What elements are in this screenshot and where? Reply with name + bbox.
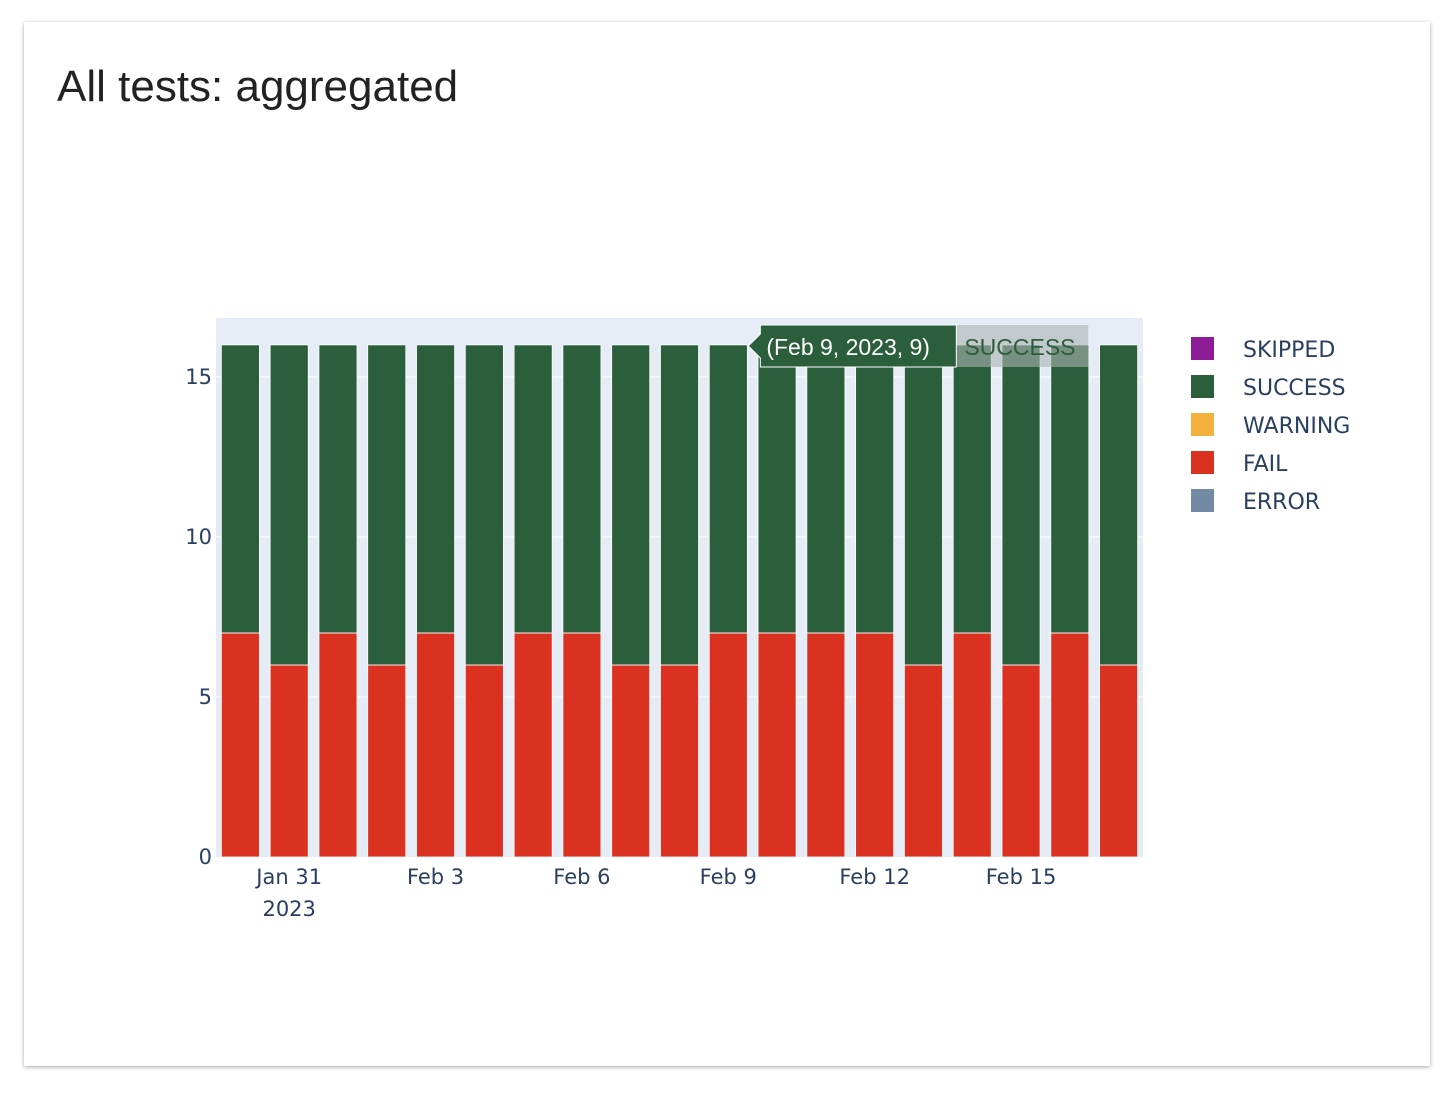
bar-success[interactable] <box>1001 344 1041 666</box>
bar-fail[interactable] <box>1099 664 1139 858</box>
hover-tooltip-name: SUCCESS <box>964 334 1075 360</box>
bar-success[interactable] <box>464 344 504 666</box>
legend-swatch-skipped <box>1191 337 1214 360</box>
bar-fail[interactable] <box>513 632 553 858</box>
x-tick-label: Feb 15 <box>986 865 1057 889</box>
hover-tooltip-box <box>747 324 957 368</box>
bar-fail[interactable] <box>708 632 748 858</box>
bar-success[interactable] <box>855 344 895 634</box>
bar-success[interactable] <box>318 344 358 634</box>
bar-success[interactable] <box>269 344 309 666</box>
bar-fail[interactable] <box>660 664 699 858</box>
x-tick-label: Feb 3 <box>407 865 464 889</box>
bar-success[interactable] <box>513 344 553 634</box>
legend-swatch-success <box>1191 375 1214 398</box>
y-tick-label: 10 <box>185 525 212 549</box>
bar-fail[interactable] <box>367 664 407 858</box>
legend-swatch-warning <box>1191 413 1214 436</box>
x-tick-label: Jan 31 <box>254 865 322 889</box>
bar-success[interactable] <box>367 344 407 666</box>
x-tick-label: Feb 6 <box>553 865 610 889</box>
x-tick-label: Feb 12 <box>839 865 910 889</box>
legend-swatch-error <box>1191 489 1214 512</box>
bar-success[interactable] <box>757 344 797 634</box>
legend-item-success[interactable]: SUCCESS <box>1243 376 1346 401</box>
hover-tooltip-label: (Feb 9, 2023, 9) <box>766 334 930 360</box>
y-tick-label: 0 <box>199 845 212 869</box>
bar-fail[interactable] <box>220 632 260 858</box>
bar-success[interactable] <box>416 344 455 634</box>
bar-fail[interactable] <box>318 632 358 858</box>
hover-name-background <box>956 325 1089 367</box>
x-tick-sublabel: 2023 <box>262 897 315 921</box>
bar-fail[interactable] <box>806 632 846 858</box>
bar-fail[interactable] <box>269 664 309 858</box>
bar-success[interactable] <box>660 344 699 666</box>
legend-swatch-fail <box>1191 451 1214 474</box>
y-tick-label: 15 <box>185 365 212 389</box>
legend-item-error[interactable]: ERROR <box>1243 490 1320 515</box>
bar-success[interactable] <box>611 344 651 666</box>
bar-fail[interactable] <box>562 632 602 858</box>
bar-fail[interactable] <box>855 632 895 858</box>
bar-success[interactable] <box>220 344 260 634</box>
bar-fail[interactable] <box>1001 664 1041 858</box>
bar-fail[interactable] <box>952 632 992 858</box>
chart-title: All tests: aggregated <box>57 62 459 111</box>
bar-fail[interactable] <box>757 632 797 858</box>
x-tick-label: Feb 9 <box>700 865 757 889</box>
bar-fail[interactable] <box>1050 632 1090 858</box>
bar-fail[interactable] <box>611 664 651 858</box>
bar-fail[interactable] <box>904 664 943 858</box>
legend-item-fail[interactable]: FAIL <box>1243 452 1288 477</box>
bar-success[interactable] <box>1050 344 1090 634</box>
bar-success[interactable] <box>904 344 943 666</box>
bar-success[interactable] <box>1099 344 1139 666</box>
bar-success[interactable] <box>806 344 846 634</box>
bar-fail[interactable] <box>464 664 504 858</box>
bar-success[interactable] <box>952 344 992 634</box>
bar-success[interactable] <box>562 344 602 634</box>
bar-success[interactable] <box>708 344 748 634</box>
bar-fail[interactable] <box>416 632 455 858</box>
legend-item-skipped[interactable]: SKIPPED <box>1243 338 1335 363</box>
y-tick-label: 5 <box>199 685 212 709</box>
legend-item-warning[interactable]: WARNING <box>1243 414 1350 439</box>
